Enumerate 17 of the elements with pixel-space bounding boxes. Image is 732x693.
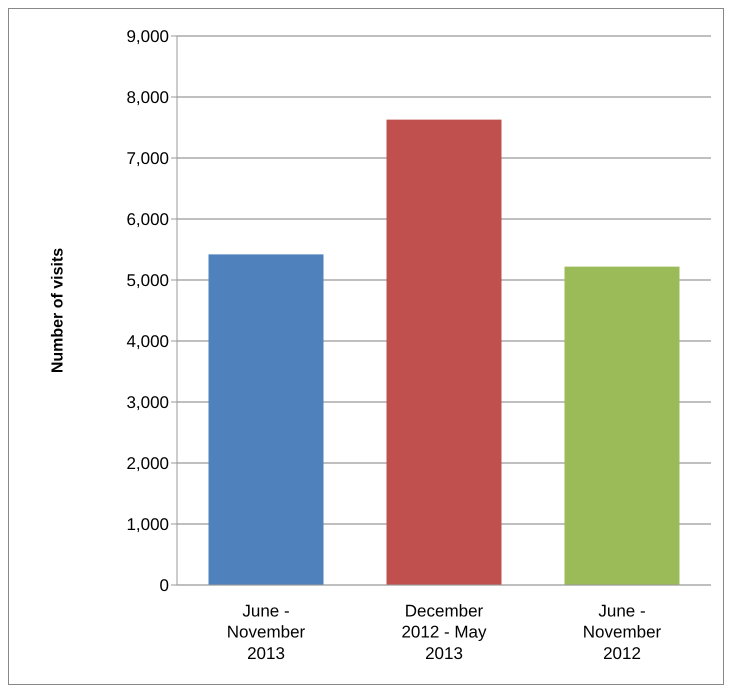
- y-tick-label: 0: [160, 576, 169, 596]
- bar: [208, 254, 324, 585]
- bar: [564, 266, 680, 585]
- x-tick-label: June - November 2013: [226, 601, 306, 663]
- y-tick-label: 4,000: [126, 332, 169, 352]
- x-tick-label: December 2012 - May 2013: [401, 601, 488, 663]
- x-tick-label: June - November 2012: [582, 601, 662, 663]
- y-tick-label: 6,000: [126, 210, 169, 230]
- y-axis-title: Number of visits: [50, 248, 67, 374]
- bar: [386, 120, 502, 585]
- y-tick-label: 1,000: [126, 515, 169, 534]
- y-tick-label: 8,000: [126, 88, 169, 108]
- y-tick-label: 3,000: [126, 393, 169, 412]
- y-tick-label: 2,000: [126, 454, 169, 474]
- y-tick-label: 7,000: [126, 149, 169, 168]
- y-tick-label: 5,000: [126, 271, 169, 290]
- y-tick-label: 9,000: [126, 27, 169, 46]
